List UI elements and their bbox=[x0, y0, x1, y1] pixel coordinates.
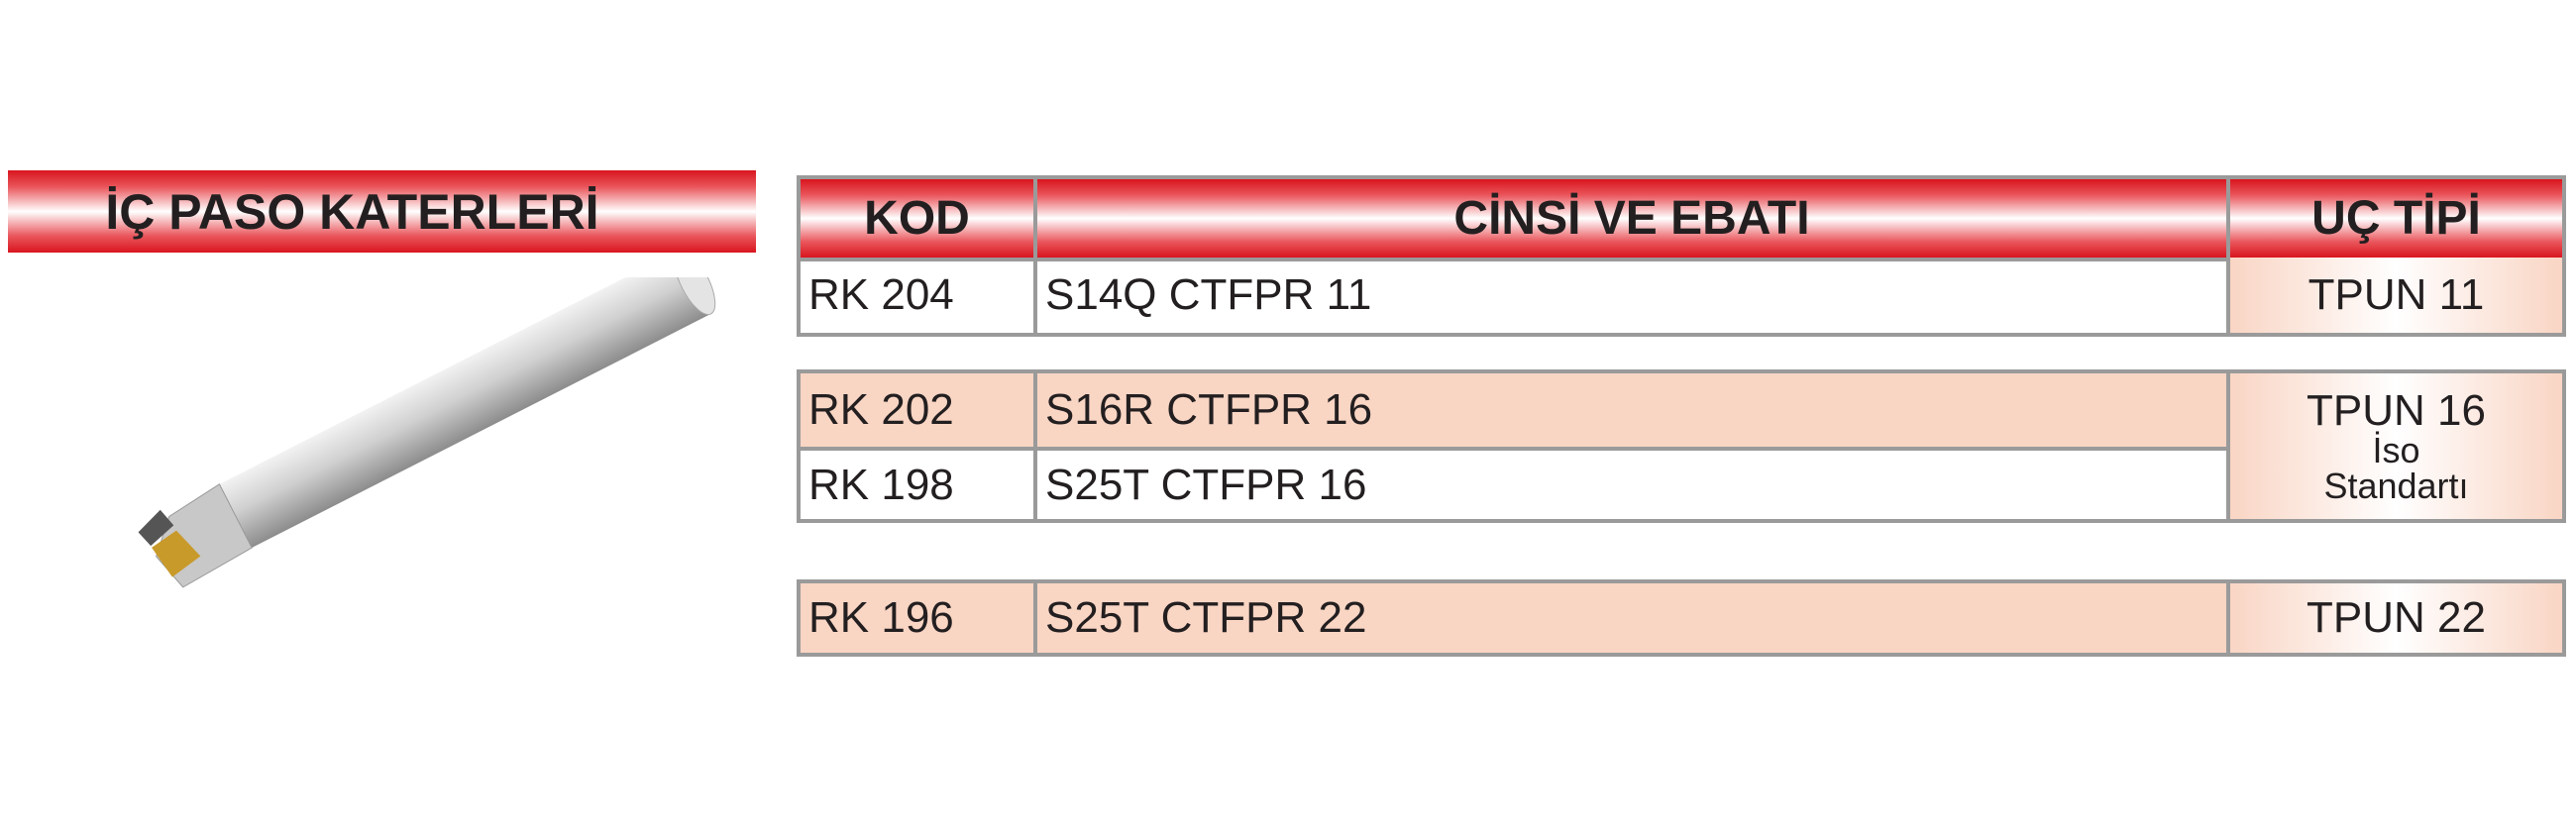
table-header: KOD CİNSİ VE EBATI UÇ TİPİ bbox=[797, 175, 2566, 261]
table-group: RK 204 S14Q CTFPR 11 TPUN 11 bbox=[797, 258, 2566, 337]
tip-note: İso bbox=[2372, 429, 2420, 470]
tip-text: TPUN 16 bbox=[2307, 385, 2486, 435]
table-group: RK 202 S16R CTFPR 16 RK 198 S25T CTFPR 1… bbox=[797, 369, 2566, 523]
tip-text: TPUN 11 bbox=[2308, 270, 2485, 319]
spec-cell: S14Q CTFPR 11 bbox=[1033, 258, 2226, 333]
table-group: RK 196 S25T CTFPR 22 TPUN 22 bbox=[797, 579, 2566, 657]
tip-cell: TPUN 11 bbox=[2226, 258, 2562, 333]
spec-cell: S25T CTFPR 22 bbox=[1033, 583, 2226, 653]
tool-image bbox=[138, 277, 716, 588]
column-header: KOD bbox=[801, 179, 1033, 258]
section-title: İÇ PASO KATERLERİ bbox=[8, 170, 756, 253]
tip-cell: TPUN 16 İso Standartı bbox=[2226, 373, 2562, 519]
spec-cell: S25T CTFPR 16 bbox=[1033, 447, 2226, 519]
column-header: UÇ TİPİ bbox=[2226, 179, 2562, 258]
tip-text: TPUN 22 bbox=[2307, 593, 2486, 642]
column-header: CİNSİ VE EBATI bbox=[1033, 179, 2226, 258]
spec-cell: S16R CTFPR 16 bbox=[1033, 373, 2226, 447]
code-cell: RK 198 bbox=[801, 447, 1033, 519]
code-cell: RK 202 bbox=[801, 373, 1033, 447]
code-cell: RK 196 bbox=[801, 583, 1033, 653]
code-cell: RK 204 bbox=[808, 270, 954, 319]
tip-note: Standartı bbox=[2323, 465, 2469, 506]
tip-cell: TPUN 22 bbox=[2226, 583, 2562, 653]
